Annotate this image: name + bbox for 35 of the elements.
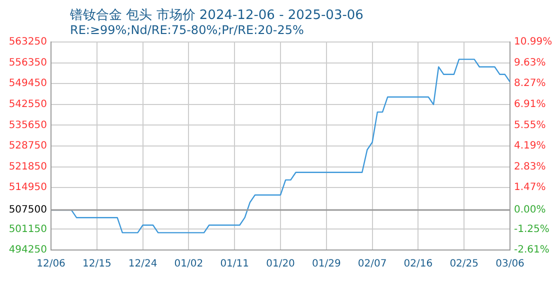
y-tick-label: 535650 <box>8 120 47 131</box>
y2-tick-label: -2.61% <box>514 244 550 256</box>
x-tick-label: 01/11 <box>220 258 250 270</box>
y-tick-label: 563250 <box>8 36 47 48</box>
y2-tick-label: 5.55% <box>514 120 546 131</box>
y2-tick-label: 8.27% <box>514 78 546 90</box>
y2-tick-label: 9.63% <box>514 57 546 68</box>
y2-tick-label: -1.25% <box>514 224 550 235</box>
x-tick-label: 02/25 <box>450 258 479 270</box>
x-tick-label: 03/06 <box>496 258 524 270</box>
y-tick-label: 521850 <box>8 161 47 172</box>
y2-tick-label: 10.99% <box>514 36 552 48</box>
y-tick-label: 528750 <box>8 140 47 152</box>
x-tick-label: 01/02 <box>174 258 204 270</box>
x-tick-label: 02/07 <box>358 258 387 270</box>
y2-tick-label: 4.19% <box>514 140 546 152</box>
y2-tick-label: 6.91% <box>514 98 546 110</box>
x-tick-label: 12/15 <box>82 258 112 270</box>
y-tick-label: 507500 <box>8 204 47 216</box>
y-tick-label: 556350 <box>8 57 47 68</box>
x-tick-label: 01/20 <box>266 258 295 270</box>
y-tick-label: 542550 <box>8 98 47 110</box>
x-tick-label: 01/29 <box>312 258 341 270</box>
y-tick-label: 501150 <box>8 224 47 235</box>
y2-tick-label: 1.47% <box>514 182 546 194</box>
y2-tick-label: 2.83% <box>514 161 546 172</box>
chart-subtitle: RE:≥99%;Nd/RE:75-80%;Pr/RE:20-25% <box>70 23 304 37</box>
y2-tick-label: 0.00% <box>514 204 546 216</box>
x-tick-label: 12/24 <box>128 258 158 270</box>
y-tick-label: 494250 <box>8 244 47 256</box>
chart-title: 镨钕合金 包头 市场价 2024-12-06 - 2025-03-06 <box>70 7 364 24</box>
y-tick-label: 549450 <box>8 78 47 90</box>
y-tick-label: 514950 <box>8 182 47 194</box>
x-tick-label: 02/16 <box>404 258 433 270</box>
x-tick-label: 12/06 <box>36 258 66 270</box>
